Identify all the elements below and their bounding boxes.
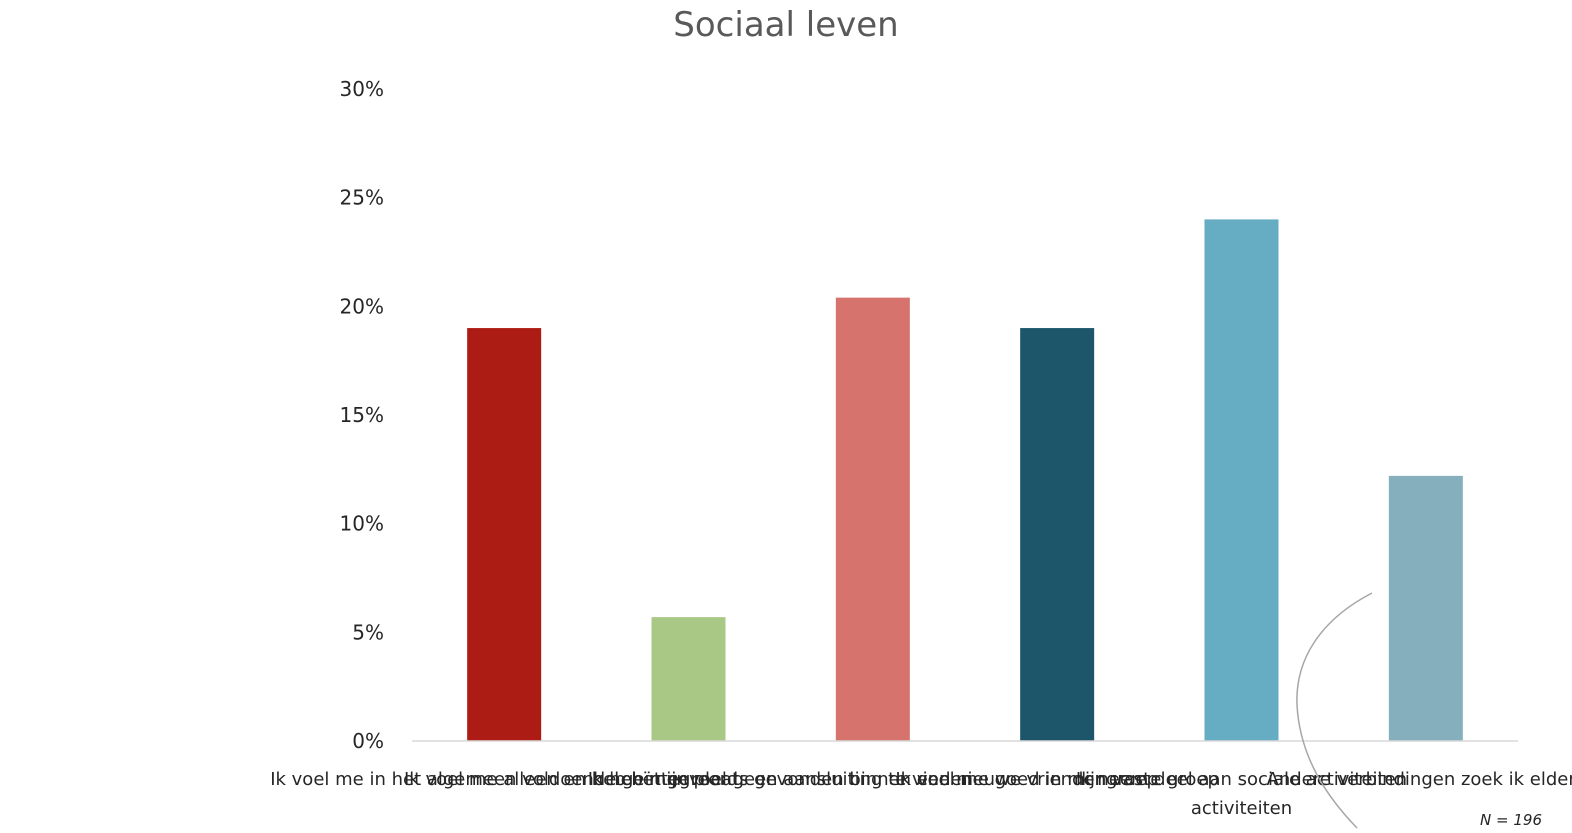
bar [651,617,726,741]
x-category-label: Ik heb mijn plaats gevonden binnen een n… [588,769,1158,790]
bar [467,328,542,741]
y-tick-label: 30% [340,77,384,101]
annotation-curve [1296,592,1373,829]
bar [835,297,910,741]
x-category-label: Ik voel me goed in mijn vaste groep [895,769,1219,790]
bar [1204,219,1279,741]
bar [1388,475,1463,741]
y-tick-label: 5% [352,620,384,644]
x-axis-labels: Ik voel me in het algemeen voldoende geï… [270,769,1572,819]
x-category-label-line2: activiteiten [1191,798,1292,819]
bar [1020,328,1095,741]
x-category-label: Ik neem deel aan sociale activiteiten [1076,769,1407,790]
y-tick-label: 10% [340,512,384,536]
y-tick-label: 25% [340,186,384,210]
x-category-label: Ik voel me in het algemeen voldoende geï… [270,769,738,790]
y-axis: 0% 5% 10% 15% 20% 25% 30% [340,77,384,753]
y-tick-label: 20% [340,294,384,318]
bars [467,219,1463,741]
x-category-label: Ik voel me alleen en heb het gevoel geen… [404,769,973,790]
y-tick-label: 0% [352,729,384,753]
sample-size-label: N = 196 [1480,811,1542,829]
chart-title: Sociaal leven [673,5,899,45]
x-category-label: Andere verbindingen zoek ik elders [1267,769,1572,790]
y-tick-label: 15% [340,403,384,427]
